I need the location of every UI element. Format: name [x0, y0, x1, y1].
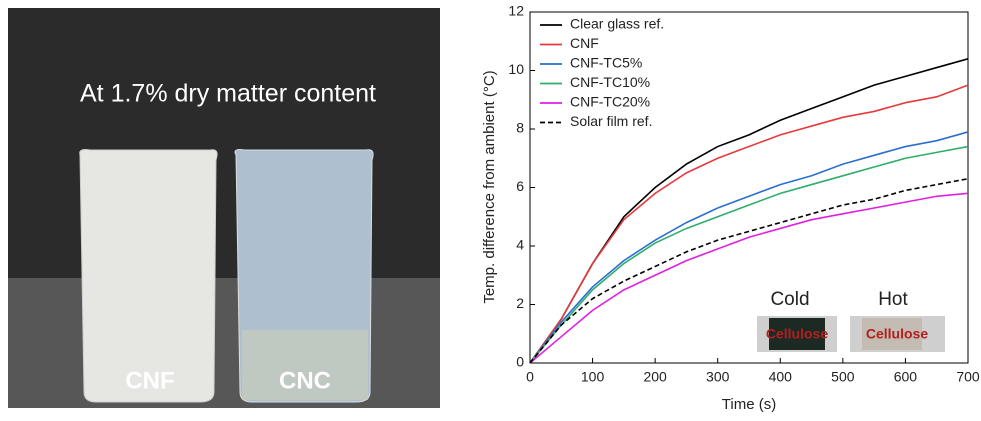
legend-label: CNF-TC10%	[570, 74, 650, 90]
photo-table	[8, 278, 440, 408]
photo-background	[8, 8, 440, 278]
x-tick-label: 500	[831, 369, 855, 385]
y-tick-label: 4	[516, 237, 524, 253]
y-tick-label: 12	[508, 3, 524, 19]
photo-label: CNF	[125, 367, 174, 394]
y-tick-label: 6	[516, 178, 524, 194]
legend-label: Clear glass ref.	[570, 16, 664, 32]
y-axis-label: Temp. difference from ambient (°C)	[481, 70, 498, 303]
inset-label: Cold	[770, 289, 809, 310]
x-tick-label: 700	[956, 369, 980, 385]
x-tick-label: 0	[526, 369, 534, 385]
legend-label: Solar film ref.	[570, 113, 652, 129]
inset-sample-text: Cellulose	[766, 326, 828, 342]
y-tick-label: 0	[516, 354, 524, 370]
legend-label: CNF	[570, 35, 599, 51]
inset: Cold Hot Cellulose Cellulose	[757, 289, 945, 352]
inset-label: Hot	[878, 289, 908, 310]
x-tick-label: 400	[769, 369, 793, 385]
legend-label: CNF-TC5%	[570, 55, 642, 71]
beaker-cnf	[80, 150, 217, 402]
photo-caption: At 1.7% dry matter content	[80, 80, 376, 108]
x-tick-label: 600	[894, 369, 918, 385]
y-tick-label: 2	[516, 295, 524, 311]
x-tick-label: 100	[581, 369, 605, 385]
legend-label: CNF-TC20%	[570, 94, 650, 110]
inset-sample-text: Cellulose	[866, 326, 928, 342]
x-tick-label: 200	[643, 369, 667, 385]
photo-label: CNC	[279, 367, 331, 394]
y-tick-label: 10	[508, 61, 524, 77]
y-tick-label: 8	[516, 120, 524, 136]
chart: Temp. difference from ambient (°C) Time …	[481, 3, 980, 413]
x-axis-label: Time (s)	[722, 396, 776, 413]
x-tick-label: 300	[706, 369, 730, 385]
figure: At 1.7% dry matter content CNF CNC Temp.…	[0, 0, 981, 421]
photo: At 1.7% dry matter content CNF CNC	[8, 8, 440, 408]
